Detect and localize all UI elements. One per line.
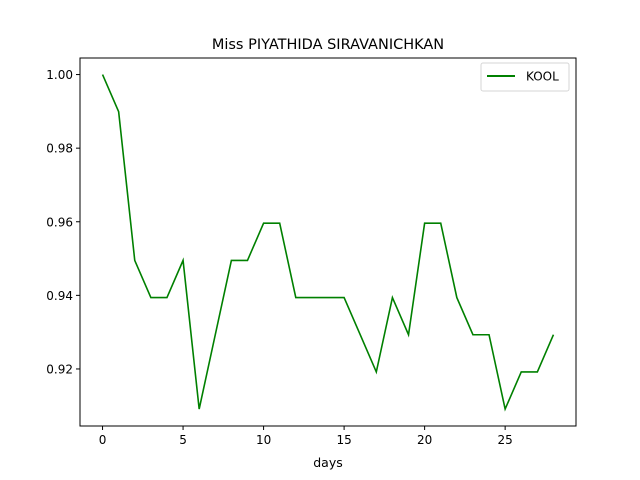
legend-label-kool: KOOL [526,70,559,84]
x-tick-label: 25 [498,433,513,447]
x-tick-label: 20 [417,433,432,447]
axes-frame [79,57,577,427]
y-tick-label: 0.94 [46,289,73,303]
y-tick-label: 0.98 [46,142,73,156]
x-tick-label: 5 [179,433,187,447]
x-axis-label: days [313,455,343,470]
legend-box [480,62,570,92]
plot-area: 0 5 10 15 20 25 0.92 0.94 0.96 0.98 1.00 [46,57,577,447]
x-tick-label: 15 [336,433,351,447]
chart-title: Miss PIYATHIDA SIRAVANICHKAN [212,37,444,53]
x-tick-label: 10 [256,433,271,447]
y-tick-label: 0.92 [46,362,73,376]
legend: KOOL [480,62,570,92]
series-line-kool [101,74,555,412]
y-tick-label: 0.96 [46,215,73,229]
y-tick-label: 1.00 [46,68,73,82]
x-tick-label: 0 [99,433,107,447]
